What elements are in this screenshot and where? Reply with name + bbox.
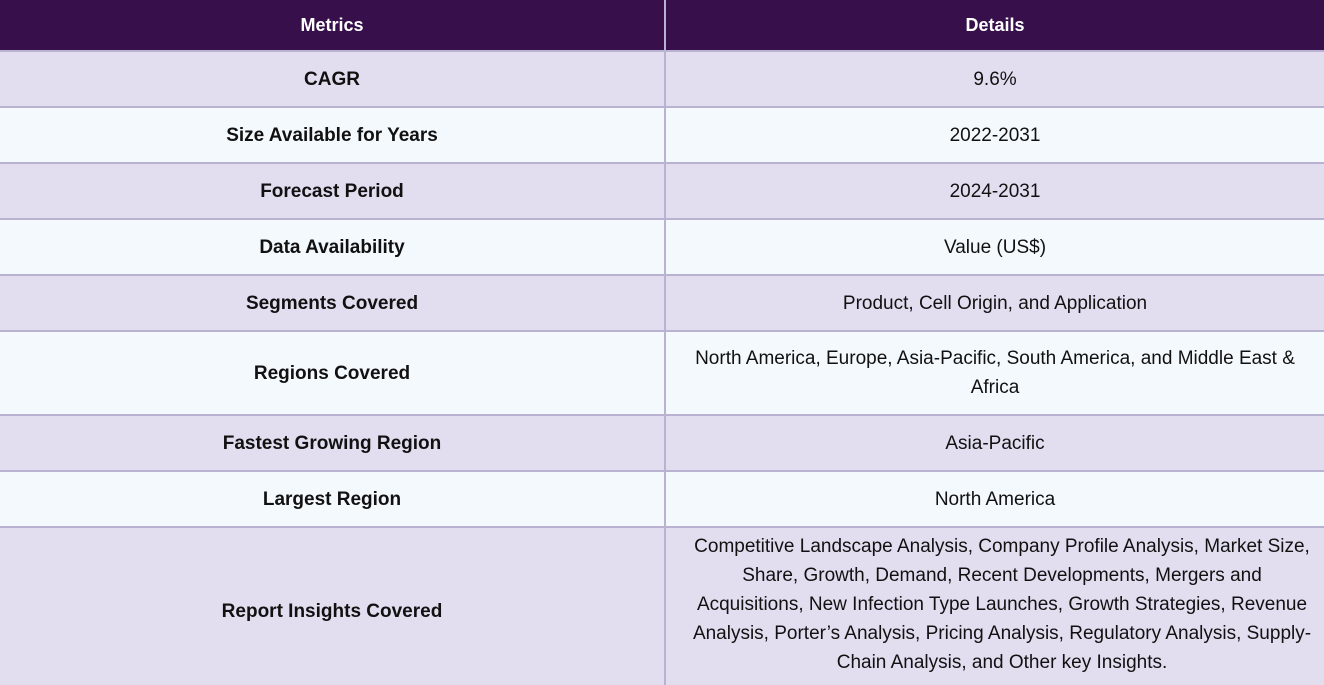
metric-cell: CAGR [0, 51, 666, 108]
table-row: Data Availability Value (US$) [0, 219, 1324, 276]
table-row: Report Insights Covered Competitive Land… [0, 527, 1324, 685]
column-header-metrics: Metrics [0, 0, 666, 52]
metric-cell: Segments Covered [0, 275, 666, 332]
metric-cell: Data Availability [0, 219, 666, 276]
detail-cell: 2024-2031 [665, 163, 1324, 220]
table-row: Regions Covered North America, Europe, A… [0, 331, 1324, 416]
detail-cell: Asia-Pacific [665, 415, 1324, 472]
detail-cell: Product, Cell Origin, and Application [665, 275, 1324, 332]
metric-cell: Forecast Period [0, 163, 666, 220]
detail-cell: Competitive Landscape Analysis, Company … [665, 527, 1324, 685]
metric-cell: Report Insights Covered [0, 527, 666, 685]
table-row: Segments Covered Product, Cell Origin, a… [0, 275, 1324, 332]
metric-cell: Regions Covered [0, 331, 666, 416]
table-row: CAGR 9.6% [0, 51, 1324, 108]
metric-cell: Fastest Growing Region [0, 415, 666, 472]
detail-cell: 9.6% [665, 51, 1324, 108]
detail-cell: North America, Europe, Asia-Pacific, Sou… [665, 331, 1324, 416]
metric-cell: Largest Region [0, 471, 666, 528]
table-header-row: Metrics Details [0, 0, 1324, 52]
table-row: Largest Region North America [0, 471, 1324, 528]
table-row: Size Available for Years 2022-2031 [0, 107, 1324, 164]
table-row: Forecast Period 2024-2031 [0, 163, 1324, 220]
detail-cell: North America [665, 471, 1324, 528]
metric-cell: Size Available for Years [0, 107, 666, 164]
column-header-details: Details [665, 0, 1324, 52]
detail-cell: 2022-2031 [665, 107, 1324, 164]
table-row: Fastest Growing Region Asia-Pacific [0, 415, 1324, 472]
detail-cell: Value (US$) [665, 219, 1324, 276]
